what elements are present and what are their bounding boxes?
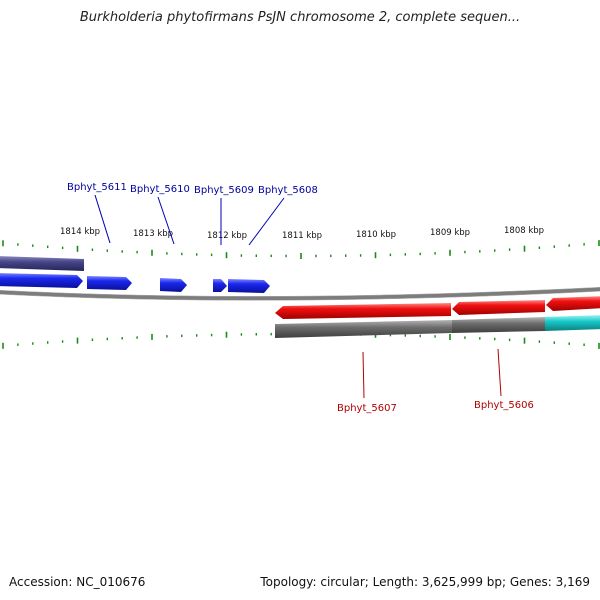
cds-feature-reverse[interactable] — [452, 300, 545, 315]
cds-feature-forward[interactable] — [213, 279, 227, 292]
gene-label-bphyt-5610[interactable]: Bphyt_5610 — [130, 184, 190, 195]
gene-label-bphyt-5608[interactable]: Bphyt_5608 — [258, 185, 318, 196]
cds-feature-forward[interactable] — [87, 276, 132, 290]
cds-feature-forward[interactable] — [160, 278, 187, 292]
ruler-label: 1811 kbp — [282, 231, 322, 241]
ruler-labels: 1814 kbp 1813 kbp 1812 kbp 1811 kbp 1810… — [60, 226, 544, 241]
cds-feature-reverse[interactable] — [546, 296, 600, 311]
ruler-label: 1808 kbp — [504, 226, 544, 236]
sequence-title: Burkholderia phytofirmans PsJN chromosom… — [79, 10, 521, 25]
gene-label-bphyt-5609[interactable]: Bphyt_5609 — [194, 185, 254, 196]
sequence-summary: Topology: circular; Length: 3,625,999 bp… — [260, 575, 590, 589]
gene-feature-reverse[interactable] — [452, 317, 545, 333]
forward-gene-leaders — [94, 194, 285, 246]
gene-feature-forward[interactable] — [0, 256, 84, 271]
leader-line — [248, 197, 285, 246]
ruler-ticks-top — [2, 240, 600, 259]
leader-line — [497, 348, 502, 397]
sequence-backbone — [0, 286, 600, 301]
ruler-label: 1812 kbp — [207, 231, 247, 241]
cds-feature-forward[interactable] — [0, 273, 83, 288]
accession-label: Accession: NC_010676 — [9, 575, 146, 589]
ruler-label: 1810 kbp — [356, 230, 396, 240]
cds-feature-forward[interactable] — [228, 279, 270, 293]
gene-label-bphyt-5611[interactable]: Bphyt_5611 — [67, 182, 127, 193]
leader-line — [94, 194, 111, 244]
leader-line — [157, 196, 175, 245]
gene-feature-reverse[interactable] — [275, 320, 452, 338]
ruler-label: 1809 kbp — [430, 228, 470, 238]
cds-feature-reverse[interactable] — [275, 303, 451, 319]
gene-feature-reverse-other[interactable] — [545, 315, 600, 331]
gene-label-bphyt-5606[interactable]: Bphyt_5606 — [474, 400, 534, 411]
reverse-gene-leaders — [362, 348, 502, 399]
forward-gene-labels: Bphyt_5611 Bphyt_5610 Bphyt_5609 Bphyt_5… — [67, 182, 318, 196]
gene-label-bphyt-5607[interactable]: Bphyt_5607 — [337, 403, 397, 414]
ruler-label: 1813 kbp — [133, 229, 173, 239]
leader-line — [362, 351, 365, 399]
reverse-gene-labels: Bphyt_5607 Bphyt_5606 — [337, 400, 534, 414]
ruler-label: 1814 kbp — [60, 227, 100, 237]
